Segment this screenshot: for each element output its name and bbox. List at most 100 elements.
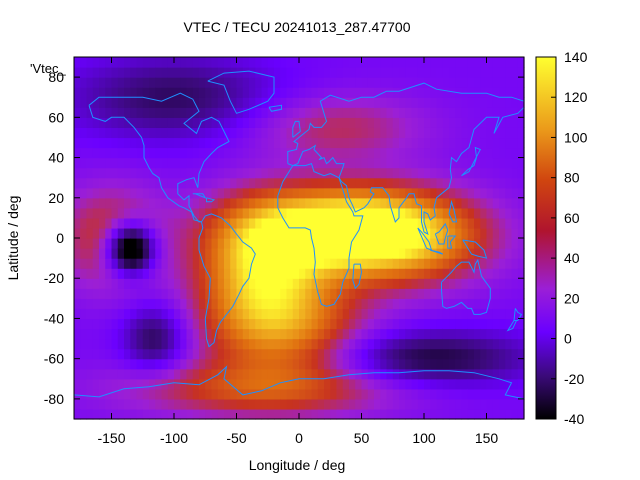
heatmap-cell bbox=[442, 258, 450, 269]
coastline-path bbox=[73, 365, 525, 400]
heatmap-cell bbox=[292, 57, 300, 68]
heatmap-cell bbox=[380, 197, 388, 209]
heatmap-cell bbox=[155, 87, 163, 98]
heatmap-cell bbox=[292, 398, 300, 410]
heatmap-cell bbox=[261, 238, 269, 249]
heatmap-cell bbox=[211, 67, 219, 78]
heatmap-cell bbox=[380, 157, 388, 169]
heatmap-cell bbox=[461, 117, 469, 128]
heatmap-cell bbox=[155, 388, 163, 400]
heatmap-cell bbox=[249, 238, 256, 249]
heatmap-cell bbox=[455, 167, 463, 179]
heatmap-cell bbox=[299, 388, 306, 400]
heatmap-cell bbox=[274, 217, 281, 229]
heatmap-cell bbox=[336, 298, 344, 309]
heatmap-cell bbox=[111, 378, 119, 390]
heatmap-cell bbox=[205, 187, 213, 199]
heatmap-cell bbox=[424, 318, 431, 330]
heatmap-cell bbox=[380, 288, 388, 299]
heatmap-cell bbox=[499, 107, 506, 118]
heatmap-cell bbox=[361, 368, 369, 380]
heatmap-cell bbox=[411, 298, 419, 309]
heatmap-cell bbox=[130, 328, 138, 340]
heatmap-cell bbox=[155, 157, 163, 169]
heatmap-cell bbox=[224, 408, 231, 420]
heatmap-cell bbox=[449, 57, 456, 68]
heatmap-cell bbox=[199, 288, 206, 299]
heatmap-cell bbox=[405, 147, 413, 159]
heatmap-cell bbox=[286, 177, 294, 189]
heatmap-cell bbox=[342, 157, 350, 169]
heatmap-cell bbox=[249, 258, 256, 269]
heatmap-cell bbox=[217, 57, 225, 68]
heatmap-cell bbox=[180, 197, 188, 209]
heatmap-cell bbox=[374, 97, 381, 108]
heatmap-cell bbox=[292, 328, 300, 340]
heatmap-cell bbox=[511, 87, 519, 98]
heatmap-cell bbox=[267, 77, 275, 88]
heatmap-cell bbox=[374, 187, 381, 199]
heatmap-cell bbox=[236, 137, 244, 149]
heatmap-cell bbox=[317, 187, 325, 199]
heatmap-cell bbox=[386, 238, 394, 249]
heatmap-cell bbox=[374, 127, 381, 139]
heatmap-cell bbox=[199, 167, 206, 179]
heatmap-cell bbox=[286, 207, 294, 219]
heatmap-cell bbox=[99, 127, 106, 139]
heatmap-cell bbox=[186, 358, 194, 370]
heatmap-cell bbox=[99, 67, 106, 78]
heatmap-cell bbox=[186, 187, 194, 199]
heatmap-cell bbox=[311, 77, 319, 88]
heatmap-cell bbox=[180, 398, 188, 410]
heatmap-cell bbox=[399, 278, 406, 289]
heatmap-cell bbox=[480, 137, 488, 149]
heatmap-cell bbox=[124, 147, 131, 159]
heatmap-cell bbox=[374, 57, 381, 68]
heatmap-cell bbox=[280, 207, 288, 219]
heatmap-cell bbox=[324, 398, 331, 410]
heatmap-cell bbox=[486, 217, 494, 229]
heatmap-cell bbox=[86, 97, 94, 108]
heatmap-cell bbox=[317, 117, 325, 128]
heatmap-cell bbox=[430, 368, 438, 380]
heatmap-cell bbox=[105, 127, 113, 139]
heatmap-cell bbox=[186, 388, 194, 400]
heatmap-cell bbox=[86, 318, 94, 330]
heatmap-cell bbox=[430, 77, 438, 88]
heatmap-cell bbox=[480, 157, 488, 169]
heatmap-cell bbox=[124, 278, 131, 289]
heatmap-cell bbox=[511, 258, 519, 269]
heatmap-cell bbox=[380, 408, 388, 420]
heatmap-cell bbox=[386, 217, 394, 229]
heatmap-cell bbox=[111, 217, 119, 229]
heatmap-cell bbox=[136, 268, 144, 279]
heatmap-cell bbox=[149, 288, 156, 299]
heatmap-cell bbox=[455, 137, 463, 149]
heatmap-cell bbox=[505, 227, 513, 239]
heatmap-cell bbox=[236, 388, 244, 400]
heatmap-cell bbox=[92, 338, 100, 350]
heatmap-cell bbox=[492, 258, 500, 269]
heatmap-cell bbox=[274, 238, 281, 249]
heatmap-cell bbox=[355, 227, 363, 239]
heatmap-cell bbox=[142, 298, 150, 309]
coastline-path bbox=[448, 199, 458, 223]
heatmap-cell bbox=[292, 87, 300, 98]
heatmap-cell bbox=[105, 288, 113, 299]
heatmap-cell bbox=[355, 328, 363, 340]
heatmap-cell bbox=[242, 127, 250, 139]
heatmap-cell bbox=[161, 268, 169, 279]
heatmap-cell bbox=[474, 268, 481, 279]
heatmap-cell bbox=[449, 358, 456, 370]
heatmap-cell bbox=[174, 87, 181, 98]
heatmap-cell bbox=[392, 368, 400, 380]
heatmap-cell bbox=[492, 197, 500, 209]
heatmap-cell bbox=[167, 97, 175, 108]
heatmap-cell bbox=[486, 298, 494, 309]
heatmap-cell bbox=[292, 268, 300, 279]
heatmap-cell bbox=[511, 207, 519, 219]
heatmap-cell bbox=[505, 248, 513, 259]
heatmap-cell bbox=[492, 398, 500, 410]
heatmap-cell bbox=[399, 87, 406, 98]
heatmap-cell bbox=[167, 278, 175, 289]
